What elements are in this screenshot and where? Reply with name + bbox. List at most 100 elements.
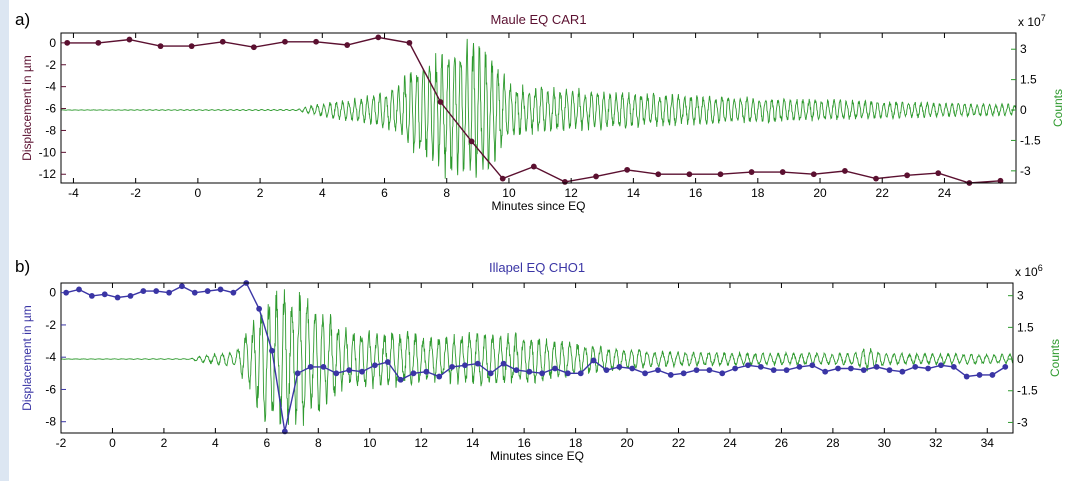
displacement-point [848,365,854,372]
displacement-point [796,363,803,370]
displacement-point [526,368,533,375]
displacement-point [693,367,700,373]
y-tick-label: 0 [49,286,56,300]
x-tick-label: 8 [443,186,450,200]
displacement-point [873,175,879,182]
x-tick-label: 2 [161,436,168,450]
x-tick-label: 4 [212,436,219,450]
y-tick-label: -12 [39,167,57,181]
y-tick-label: -6 [45,382,56,396]
displacement-point [64,39,71,46]
y2-tick-label: 1.5 [1020,73,1037,87]
displacement-point [810,171,817,178]
displacement-point [397,376,404,383]
plot-frame [60,32,1017,184]
displacement-point [204,288,211,294]
x-tick-label: 6 [381,186,388,200]
displacement-point [950,363,957,370]
y2-axis-label: Counts [1048,339,1062,377]
y2-tick-label: 0 [1017,352,1024,366]
chart-title: Maule EQ CAR1 [490,12,586,27]
displacement-point [935,170,942,177]
x-tick-label: 22 [876,186,890,200]
displacement-point [873,363,880,370]
plot-frame [60,282,1014,434]
x-tick-label: 20 [620,436,634,450]
y-tick-label: -10 [39,145,57,159]
x-tick-label: -2 [56,436,67,450]
displacement-point [157,43,164,50]
figure-svg: a) Maule EQ CAR1-4 -2 0 2 4 6 8 10 12 14 16 18 20 22 24… [15,10,1065,463]
panel-label: b) [15,257,30,276]
displacement-point [474,360,481,367]
seismogram-trace [61,289,1014,426]
x-tick-label: 24 [938,186,952,200]
displacement-point [732,365,739,372]
displacement-point [313,38,319,45]
x-axis-label: Minutes since EQ [490,449,584,463]
x-tick-label: 24 [723,436,737,450]
displacement-point [577,370,584,377]
displacement-point [101,291,108,298]
displacement-point [748,169,755,175]
displacement-point [686,171,693,178]
displacement-point [344,42,351,48]
displacement-point [860,367,867,373]
displacement-point [219,38,226,45]
x-tick-label: 14 [627,186,641,200]
displacement-point [188,43,195,50]
displacement-point [530,163,537,170]
displacement-point [642,370,648,377]
x-tick-label: 34 [981,436,995,450]
displacement-point [384,359,391,365]
y2-tick-label: -3 [1017,415,1028,429]
displacement-point [140,288,147,294]
displacement-point [719,370,726,377]
displacement-point [95,39,102,46]
x-tick-label: 14 [466,436,480,450]
displacement-point [616,363,623,370]
y2-tick-label: 0 [1020,103,1027,117]
y2-tick-label: -1.5 [1017,384,1038,398]
displacement-point [912,363,919,370]
x-tick-label: 6 [263,436,270,450]
x-tick-label: 4 [319,186,326,200]
x-tick-label: 12 [564,186,578,200]
seismogram-trace [61,38,1017,179]
x-tick-label: 28 [826,436,840,450]
displacement-point [513,367,520,373]
x-tick-label: 20 [813,186,827,200]
displacement-point [976,372,983,378]
x-axis-label: Minutes since EQ [491,199,585,213]
displacement-point [809,362,816,369]
displacement-point [250,44,257,51]
x-tick-label: 12 [415,436,429,450]
y2-axis-label: Counts [1051,89,1065,127]
x-tick-label: 8 [315,436,322,450]
displacement-point [462,362,468,369]
displacement-point [680,370,687,377]
y-tick-label: -2 [45,318,56,332]
displacement-point [989,372,996,378]
displacement-point [667,372,674,378]
displacement-point [126,36,133,43]
displacement-point [757,363,764,370]
displacement-point [822,368,829,375]
y-tick-label: 0 [49,36,56,50]
displacement-point [963,373,970,380]
displacement-point [717,171,724,178]
displacement-point [593,173,599,180]
x-tick-label: 22 [672,436,686,450]
y2-tick-label: -3 [1020,164,1031,178]
y-tick-label: -4 [45,80,56,94]
displacement-point [359,368,365,375]
displacement-point [925,365,931,372]
displacement-point [333,370,340,377]
displacement-point [346,367,353,373]
displacement-point [63,289,70,296]
displacement-point [552,365,558,372]
displacement-point [294,370,301,377]
displacement-point [564,370,571,377]
displacement-point [835,365,841,372]
displacement-point [320,363,327,370]
